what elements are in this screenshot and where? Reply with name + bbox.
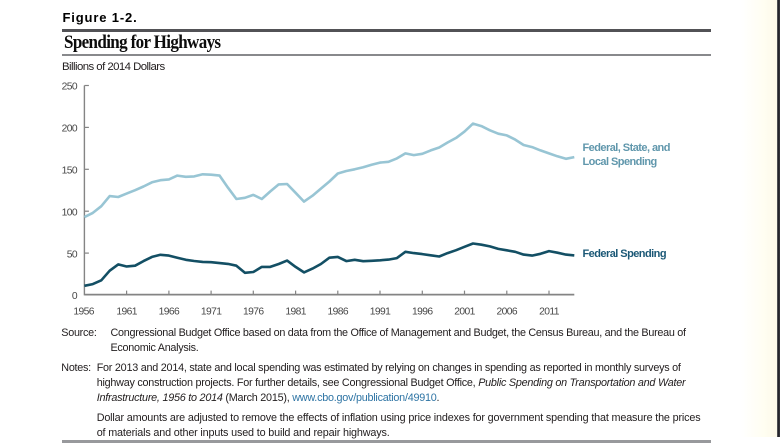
svg-text:250: 250: [62, 82, 78, 93]
svg-text:0: 0: [72, 291, 78, 302]
svg-text:1996: 1996: [412, 306, 433, 317]
svg-text:1976: 1976: [243, 306, 264, 317]
svg-text:50: 50: [67, 249, 78, 260]
svg-text:100: 100: [62, 207, 78, 218]
svg-text:2011: 2011: [539, 306, 560, 317]
svg-text:1981: 1981: [285, 306, 306, 317]
svg-text:1956: 1956: [73, 306, 94, 317]
svg-text:150: 150: [62, 166, 78, 177]
svg-text:1991: 1991: [370, 306, 391, 317]
svg-text:1961: 1961: [116, 306, 137, 317]
svg-text:2006: 2006: [497, 306, 518, 317]
svg-text:1971: 1971: [201, 306, 222, 317]
svg-text:200: 200: [62, 124, 78, 135]
svg-text:1986: 1986: [328, 306, 349, 317]
svg-text:2001: 2001: [454, 306, 475, 317]
svg-text:1966: 1966: [159, 306, 180, 317]
